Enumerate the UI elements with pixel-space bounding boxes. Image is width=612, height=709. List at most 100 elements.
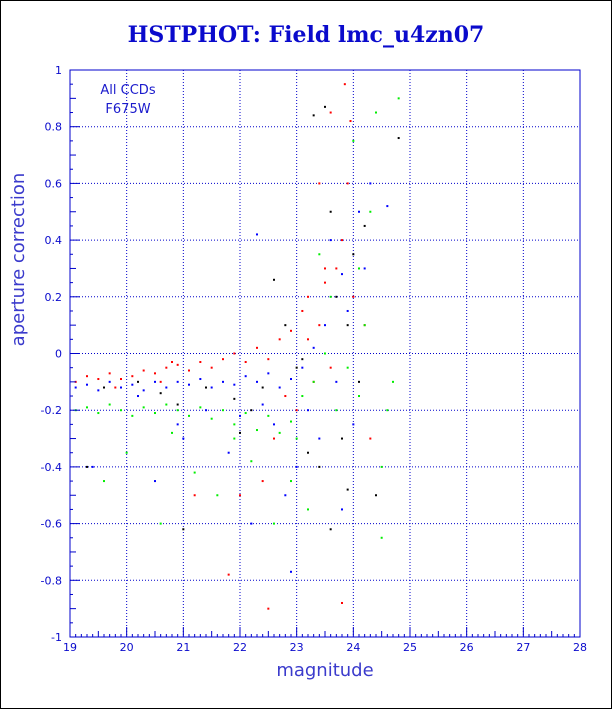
data-point: [301, 395, 304, 398]
data-point: [244, 361, 247, 364]
y-tick-label: -0.4: [41, 461, 62, 474]
data-point: [352, 253, 355, 256]
data-point: [318, 437, 321, 440]
data-point: [363, 324, 366, 327]
data-point: [341, 601, 343, 604]
y-tick-label: 0.2: [45, 291, 63, 304]
data-point: [273, 423, 275, 426]
data-point: [120, 386, 122, 389]
x-axis-ticks: 19 20 21 22 23 24 25 26 27 28: [63, 627, 587, 654]
data-point: [154, 480, 156, 483]
data-point: [284, 494, 287, 497]
y-tick-label: -0.6: [41, 518, 62, 531]
data-point: [273, 522, 275, 525]
y-tick-label: 0: [55, 348, 62, 361]
data-point: [329, 239, 332, 242]
y-tick-label: 1: [55, 64, 62, 77]
data-point: [210, 417, 213, 420]
page-title: HSTPHOT: Field lmc_u4zn07: [127, 22, 485, 48]
data-point: [329, 528, 332, 531]
data-point: [324, 267, 326, 270]
data-point: [159, 392, 162, 395]
data-point: [256, 380, 258, 383]
data-point: [142, 406, 145, 409]
data-point: [193, 471, 196, 474]
data-point: [295, 465, 298, 468]
data-point: [222, 358, 224, 361]
data-point: [318, 253, 321, 256]
y-tick-label: -0.2: [41, 404, 62, 417]
data-point: [352, 423, 355, 426]
x-tick-label: 26: [460, 641, 474, 654]
x-tick-label: 21: [176, 641, 190, 654]
x-tick-label: 24: [346, 641, 360, 654]
data-point: [301, 358, 304, 361]
data-point: [97, 412, 100, 415]
data-point: [397, 137, 400, 140]
data-point: [358, 380, 360, 383]
y-tick-label: 0.6: [45, 177, 63, 190]
data-point: [222, 409, 224, 412]
data-point: [290, 570, 292, 573]
data-point: [256, 346, 258, 349]
data-point: [188, 383, 190, 386]
data-point: [244, 412, 247, 415]
x-tick-label: 28: [573, 641, 587, 654]
x-axis-label: magnitude: [276, 660, 373, 681]
data-point: [329, 210, 332, 213]
data-point: [375, 111, 377, 114]
data-point: [193, 494, 196, 497]
data-point: [329, 111, 332, 114]
data-point: [176, 380, 179, 383]
data-point: [91, 465, 94, 468]
data-point: [125, 451, 128, 454]
data-point: [307, 508, 309, 511]
data-point: [352, 139, 355, 142]
data-point: [363, 224, 366, 227]
data-point: [341, 508, 343, 511]
data-point: [250, 460, 253, 463]
data-point: [233, 383, 236, 386]
data-point: [284, 324, 287, 327]
data-point: [307, 295, 309, 298]
data-point: [346, 309, 349, 312]
data-point: [131, 414, 134, 417]
data-point: [165, 366, 168, 369]
data-point: [239, 414, 241, 417]
data-point: [199, 378, 202, 381]
data-point: [392, 380, 394, 383]
data-point: [108, 372, 111, 375]
data-point: [301, 309, 304, 312]
data-point: [188, 414, 190, 417]
data-point: [386, 409, 389, 412]
data-point: [358, 267, 360, 270]
data-point: [329, 366, 332, 369]
x-tick-label: 23: [290, 641, 304, 654]
data-point: [103, 480, 105, 483]
data-point: [86, 383, 88, 386]
data-point: [307, 451, 309, 454]
data-point: [346, 366, 349, 369]
data-point: [86, 465, 88, 468]
data-point: [188, 369, 190, 372]
data-point: [307, 338, 309, 341]
data-point: [159, 380, 162, 383]
data-point: [256, 429, 258, 432]
data-point: [154, 372, 156, 375]
data-point: [312, 346, 315, 349]
y-axis-ticks: -1 -0.8 -0.6 -0.4 -0.2 0 0.2 0.4 0.6 0.8 1: [41, 64, 80, 644]
data-point: [346, 182, 349, 185]
data-point: [290, 329, 292, 332]
data-point: [349, 120, 352, 123]
x-tick-label: 22: [233, 641, 247, 654]
data-point: [233, 423, 236, 426]
y-tick-label: 0.4: [45, 234, 63, 247]
annotation-ccds: All CCDs: [100, 83, 155, 98]
data-point: [250, 522, 253, 525]
data-point: [267, 358, 270, 361]
data-point: [312, 114, 315, 117]
data-point: [295, 437, 298, 440]
data-point: [335, 267, 338, 270]
data-point: [210, 366, 213, 369]
